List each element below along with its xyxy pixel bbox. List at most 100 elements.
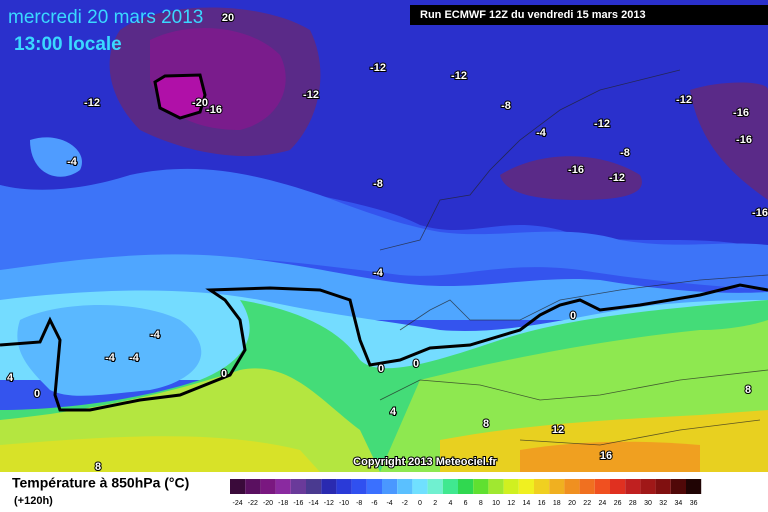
scale-swatch xyxy=(427,479,443,494)
scale-label: -16 xyxy=(293,500,303,507)
scale-label: 30 xyxy=(644,500,652,507)
scale-swatch xyxy=(245,479,261,494)
scale-swatch xyxy=(610,479,626,494)
contour-label: 0 xyxy=(34,388,40,400)
contour-label: -4 xyxy=(67,156,78,168)
scale-swatch xyxy=(260,479,276,494)
scale-swatch xyxy=(534,479,550,494)
contour-label: -12 xyxy=(594,118,610,130)
scale-label: 0 xyxy=(418,500,422,507)
contour-label: -8 xyxy=(620,147,630,159)
contour-label: -16 xyxy=(736,134,752,146)
run-label: Run ECMWF 12Z du vendredi 15 mars 2013 xyxy=(420,9,646,21)
contour-label: 8 xyxy=(745,384,751,396)
date-title: mercredi 20 mars 2013 xyxy=(8,7,203,28)
scale-label: -8 xyxy=(356,500,362,507)
scale-swatch xyxy=(321,479,337,494)
scale-label: 6 xyxy=(464,500,468,507)
scale-swatch xyxy=(518,479,534,494)
contour-label: 12 xyxy=(552,424,564,436)
scale-swatch xyxy=(412,479,428,494)
contour-label: -8 xyxy=(501,100,511,112)
scale-swatch xyxy=(503,479,519,494)
scale-swatch xyxy=(686,479,702,494)
contour-label: 16 xyxy=(600,450,612,462)
scale-label: 32 xyxy=(659,500,667,507)
contour-label: -12 xyxy=(676,94,692,106)
scale-swatch xyxy=(366,479,382,494)
scale-label: 12 xyxy=(507,500,515,507)
contour-label: -4 xyxy=(373,267,384,279)
scale-label: 4 xyxy=(448,500,452,507)
scale-swatch xyxy=(290,479,306,494)
contour-label: -12 xyxy=(370,62,386,74)
contour-label: 0 xyxy=(413,358,419,370)
scale-swatch xyxy=(458,479,474,494)
contour-label: -4 xyxy=(150,329,161,341)
scale-label: -20 xyxy=(263,500,273,507)
scale-swatch xyxy=(594,479,610,494)
scale-swatch xyxy=(564,479,580,494)
scale-swatch xyxy=(306,479,322,494)
scale-label: 8 xyxy=(479,500,483,507)
contour-label: -4 xyxy=(129,352,140,364)
scale-label: -22 xyxy=(248,500,258,507)
scale-swatch xyxy=(625,479,641,494)
contour-label: 8 xyxy=(483,418,489,430)
scale-swatch xyxy=(442,479,458,494)
scale-label: 36 xyxy=(690,500,698,507)
scale-swatch xyxy=(670,479,686,494)
scale-label: 20 xyxy=(568,500,576,507)
contour-label: -8 xyxy=(373,178,383,190)
contour-label: 4 xyxy=(390,406,397,418)
scale-label: 34 xyxy=(675,500,683,507)
scale-label: 10 xyxy=(492,500,500,507)
contour-label: 0 xyxy=(221,368,227,380)
scale-swatch xyxy=(351,479,367,494)
scale-swatch xyxy=(640,479,656,494)
time-label: 13:00 locale xyxy=(14,34,122,55)
contour-label: 0 xyxy=(378,363,384,375)
contour-labels: 20 -20 -16 -12 -12 -12 -12 -8 -4 -12 -8 -16 -12 -12 -1… xyxy=(6,11,768,474)
scale-label: 14 xyxy=(523,500,531,507)
contour-label: -20 xyxy=(192,97,208,109)
contour-label: -16 xyxy=(568,164,584,176)
contour-label: 0 xyxy=(570,310,576,322)
scale-label: -14 xyxy=(309,500,319,507)
legend-lead: (+120h) xyxy=(14,495,53,507)
legend-title: Température à 850hPa (°C) xyxy=(12,475,189,491)
scale-label: 26 xyxy=(614,500,622,507)
scale-swatch xyxy=(655,479,671,494)
contour-label: -12 xyxy=(84,97,100,109)
scale-label: -4 xyxy=(386,500,392,507)
contour-label: -12 xyxy=(451,70,467,82)
scale-label: -10 xyxy=(339,500,349,507)
scale-label: -2 xyxy=(402,500,408,507)
contour-label: -4 xyxy=(105,352,116,364)
scale-label: 24 xyxy=(599,500,607,507)
scale-label: -24 xyxy=(233,500,243,507)
contour-label: -16 xyxy=(733,107,749,119)
scale-label: 2 xyxy=(433,500,437,507)
run-box xyxy=(410,5,768,25)
scale-swatch xyxy=(397,479,413,494)
contour-label: 8 xyxy=(95,461,101,473)
scale-swatch xyxy=(275,479,291,494)
copyright: Copyright 2013 Meteociel.fr xyxy=(353,456,497,468)
scale-swatch xyxy=(336,479,352,494)
scale-label: 16 xyxy=(538,500,546,507)
scale-label: -18 xyxy=(278,500,288,507)
scale-swatch xyxy=(473,479,489,494)
scale-swatch xyxy=(230,479,246,494)
scale-swatch xyxy=(488,479,504,494)
contour-label: -4 xyxy=(536,127,547,139)
contour-label: -12 xyxy=(303,89,319,101)
contour-label: 20 xyxy=(222,12,234,24)
scale-label: 18 xyxy=(553,500,561,507)
contour-label: 4 xyxy=(7,372,14,384)
map xyxy=(0,0,768,472)
contour-label: -12 xyxy=(609,172,625,184)
scale-swatch xyxy=(579,479,595,494)
